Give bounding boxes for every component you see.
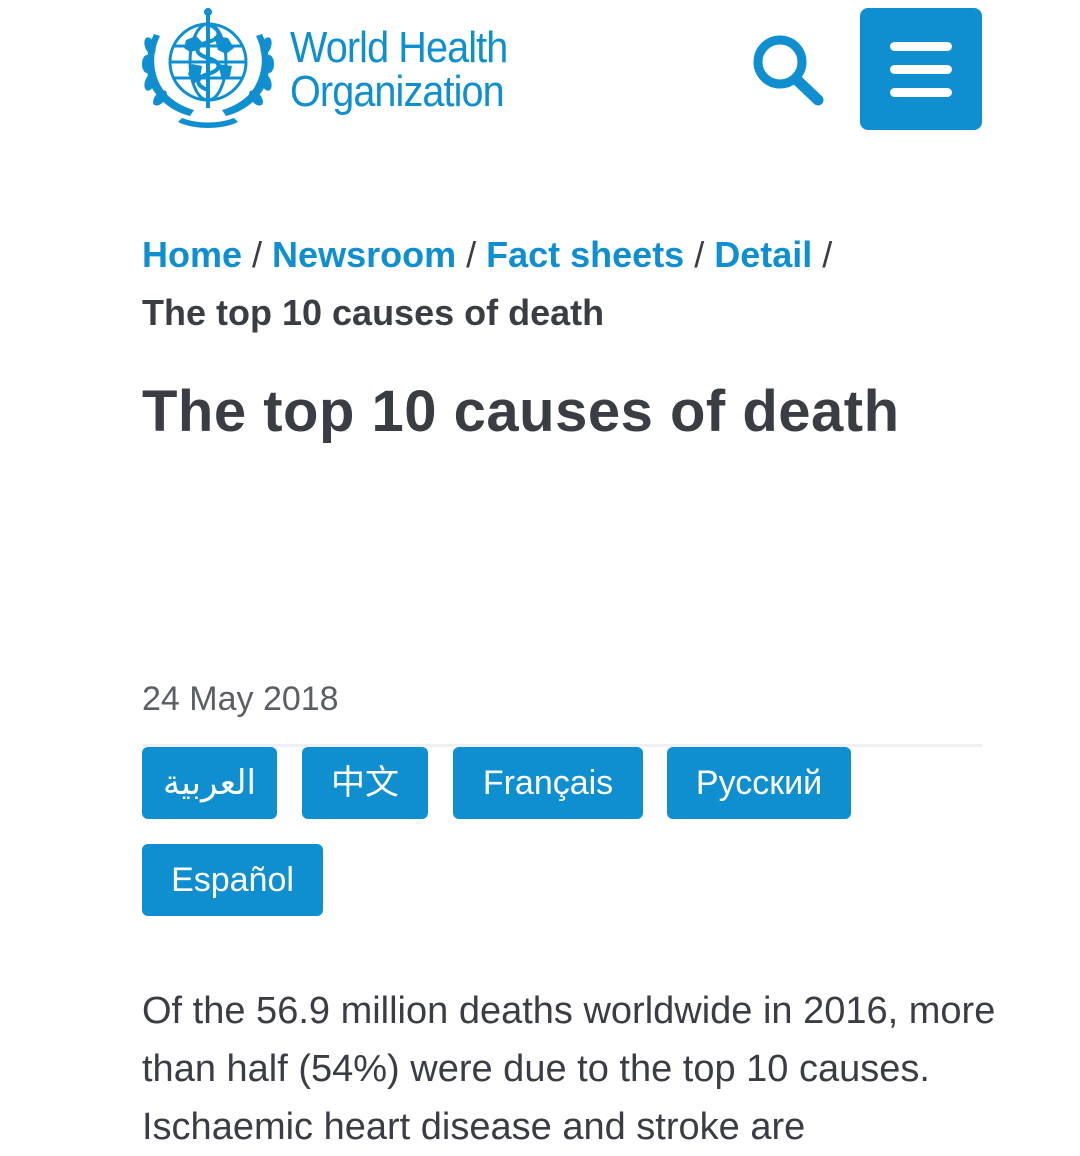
menu-button[interactable]	[860, 8, 982, 130]
site-header: World Health Organization	[0, 0, 1080, 150]
breadcrumb-current: The top 10 causes of death	[142, 292, 605, 333]
breadcrumb-home[interactable]: Home	[142, 234, 243, 275]
search-button[interactable]	[748, 30, 828, 108]
logo-line-1: World Health	[290, 23, 508, 72]
who-wordmark: World Health Organization	[290, 23, 508, 116]
intro-paragraph: Of the 56.9 million deaths worldwide in …	[142, 990, 996, 1148]
language-button-spanish[interactable]: Español	[142, 844, 323, 916]
language-button-arabic[interactable]: العربية	[142, 747, 277, 819]
breadcrumb-separator: /	[694, 234, 705, 275]
publish-date: 24 May 2018	[142, 680, 339, 718]
breadcrumb-separator: /	[466, 234, 477, 275]
who-logo-link[interactable]: World Health Organization	[138, 6, 532, 132]
breadcrumb-detail[interactable]: Detail	[714, 234, 813, 275]
page-title: The top 10 causes of death	[142, 379, 900, 444]
language-button-chinese[interactable]: 中文	[302, 747, 428, 819]
breadcrumb: Home / Newsroom / Fact sheets / Detail / The to…	[142, 226, 1002, 342]
search-icon	[753, 35, 824, 106]
language-button-russian[interactable]: Русский	[667, 747, 851, 819]
breadcrumb-fact-sheets[interactable]: Fact sheets	[486, 234, 685, 275]
breadcrumb-separator: /	[822, 234, 833, 275]
divider	[142, 744, 982, 747]
who-emblem-icon	[142, 8, 274, 128]
breadcrumb-newsroom[interactable]: Newsroom	[272, 234, 457, 275]
language-button-french[interactable]: Français	[453, 747, 643, 819]
logo-line-2: Organization	[290, 67, 505, 116]
breadcrumb-separator: /	[252, 234, 263, 275]
